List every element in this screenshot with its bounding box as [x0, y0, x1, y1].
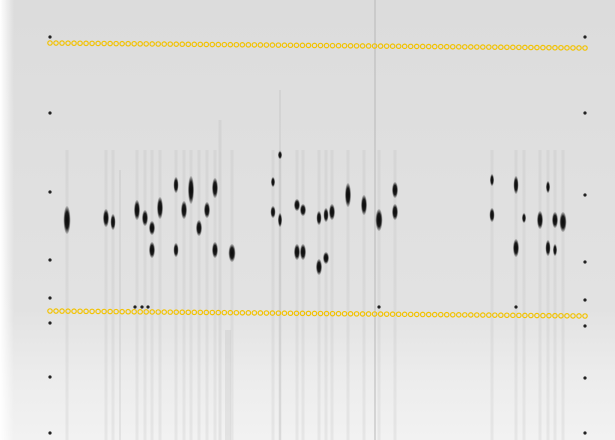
band: [317, 211, 322, 225]
edge-dot: [133, 305, 136, 308]
band: [490, 174, 494, 186]
streak: [523, 150, 526, 440]
streak: [491, 150, 494, 440]
band: [316, 259, 322, 275]
streak: [279, 90, 281, 440]
streak: [144, 150, 147, 440]
edge-dot: [583, 376, 586, 379]
band: [271, 206, 276, 218]
streak: [318, 150, 321, 440]
edge-dot: [48, 111, 51, 114]
streak: [554, 150, 557, 440]
band: [294, 244, 300, 260]
band: [513, 239, 519, 257]
band: [329, 204, 335, 220]
streak: [119, 170, 121, 440]
streak: [183, 150, 186, 440]
band: [212, 178, 218, 198]
streak: [363, 150, 366, 440]
streak: [272, 150, 275, 440]
edge-dot: [48, 321, 51, 324]
band: [142, 210, 148, 226]
band: [376, 209, 383, 231]
band: [361, 195, 367, 215]
band: [514, 176, 519, 194]
streak: [66, 150, 69, 440]
streak: [175, 150, 178, 440]
edge-dot: [48, 431, 51, 434]
band: [278, 151, 282, 159]
page: (() => { const svg = document.getElement…: [0, 0, 615, 440]
band: [392, 204, 398, 220]
streak: [378, 150, 381, 440]
streak: [225, 330, 231, 440]
band: [271, 177, 275, 187]
streak: [539, 150, 542, 440]
band: [552, 212, 558, 228]
streak: [547, 150, 550, 440]
edge-dot: [583, 431, 586, 434]
edge-dot: [140, 305, 143, 308]
edge-dot: [48, 258, 51, 261]
edge-dot: [583, 111, 586, 114]
gel-image: [0, 0, 615, 440]
streak: [105, 150, 108, 440]
streak: [159, 150, 162, 440]
edge-dot: [583, 35, 586, 38]
band: [323, 252, 329, 264]
edge-dot: [48, 375, 51, 378]
band: [546, 181, 550, 193]
left-edge: [0, 0, 14, 440]
band: [174, 177, 179, 193]
band: [212, 242, 218, 258]
band: [103, 209, 109, 227]
band: [324, 208, 329, 222]
band: [300, 244, 306, 260]
edge-dot: [48, 190, 51, 193]
band: [278, 213, 282, 227]
band: [134, 200, 140, 220]
streak: [198, 150, 201, 440]
edge-dot: [377, 305, 380, 308]
streak: [219, 120, 222, 440]
streak: [331, 150, 334, 440]
band: [196, 220, 202, 236]
streak: [302, 150, 305, 440]
streak: [151, 150, 154, 440]
band: [181, 201, 187, 219]
streak: [206, 150, 209, 440]
edge-dot: [583, 193, 586, 196]
edge-dot: [583, 298, 586, 301]
band: [546, 240, 551, 256]
streak: [562, 150, 565, 440]
band: [294, 199, 300, 211]
band: [229, 244, 236, 262]
streak: [112, 150, 115, 440]
band: [174, 243, 179, 257]
streak: [296, 150, 299, 440]
edge-dot: [583, 260, 586, 263]
edge-dot: [514, 305, 517, 308]
band: [300, 204, 306, 216]
edge-dot: [48, 296, 51, 299]
band: [149, 221, 155, 235]
band: [345, 183, 351, 207]
band: [490, 208, 495, 222]
band: [553, 244, 557, 256]
band: [392, 182, 398, 198]
edge-dot: [583, 324, 586, 327]
band: [537, 211, 543, 229]
edge-dot: [48, 35, 51, 38]
band: [64, 206, 71, 234]
streak: [325, 150, 328, 440]
band: [204, 202, 210, 218]
band: [157, 197, 163, 219]
band: [560, 212, 567, 232]
band: [522, 213, 526, 223]
edge-dot: [146, 305, 149, 308]
streak: [136, 150, 139, 440]
band: [111, 214, 116, 230]
band: [149, 242, 155, 258]
band: [188, 176, 194, 204]
